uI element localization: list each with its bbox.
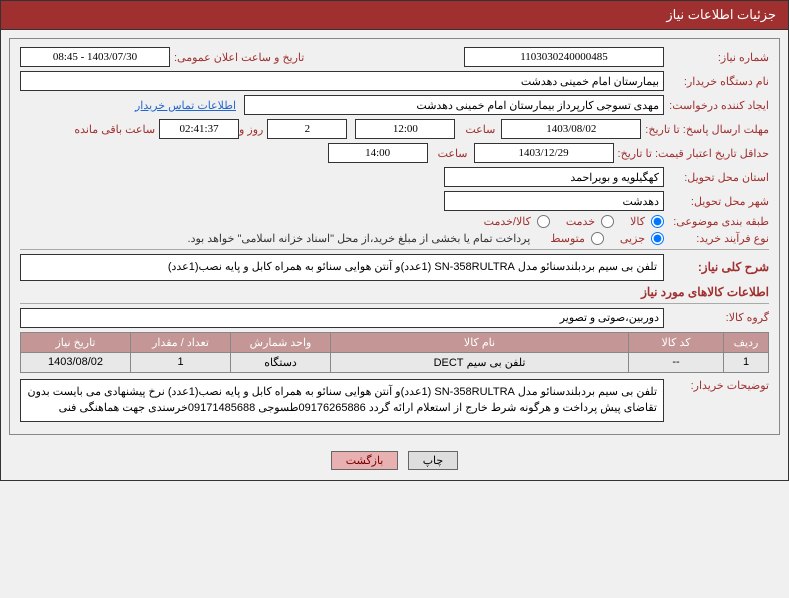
- td-unit: دستگاه: [231, 352, 331, 372]
- details-fieldset: شماره نیاز: تاریخ و ساعت اعلان عمومی: نا…: [9, 38, 780, 435]
- td-name: تلفن بی سیم DECT: [331, 352, 629, 372]
- validity-date-input[interactable]: [474, 143, 614, 163]
- panel-title: جزئیات اطلاعات نیاز: [666, 7, 776, 22]
- city-label: شهر محل تحویل:: [664, 195, 769, 208]
- buyer-org-input[interactable]: [20, 71, 664, 91]
- panel-header: جزئیات اطلاعات نیاز: [0, 0, 789, 30]
- items-title: اطلاعات کالاهای مورد نیاز: [20, 285, 769, 299]
- time-label-1: ساعت: [461, 123, 495, 136]
- group-input[interactable]: [20, 308, 664, 328]
- th-row: ردیف: [724, 332, 769, 352]
- td-code: --: [629, 352, 724, 372]
- th-unit: واحد شمارش: [231, 332, 331, 352]
- requester-label: ایجاد کننده درخواست:: [664, 99, 769, 112]
- th-date: تاریخ نیاز: [21, 332, 131, 352]
- panel-body: AriaTender.net شماره نیاز: تاریخ و ساعت …: [0, 30, 789, 481]
- radio-small[interactable]: [651, 232, 664, 245]
- button-bar: چاپ بازگشت: [9, 443, 780, 472]
- need-number-input[interactable]: [464, 47, 664, 67]
- validity-label: حداقل تاریخ اعتبار قیمت: تا تاریخ:: [614, 147, 769, 160]
- radio-both[interactable]: [537, 215, 550, 228]
- radio-medium-label: متوسط: [550, 232, 585, 245]
- remaining-suffix: ساعت باقی مانده: [74, 123, 155, 136]
- radio-medium[interactable]: [591, 232, 604, 245]
- radio-goods[interactable]: [651, 215, 664, 228]
- need-number-label: شماره نیاز:: [664, 51, 769, 64]
- deadline-time-input[interactable]: [355, 119, 455, 139]
- back-button[interactable]: بازگشت: [331, 451, 399, 470]
- announce-input[interactable]: [20, 47, 170, 67]
- province-label: استان محل تحویل:: [664, 171, 769, 184]
- remaining-days-label: روز و: [239, 123, 263, 136]
- remaining-time-input: [159, 119, 239, 139]
- items-table: ردیف کد کالا نام کالا واحد شمارش تعداد /…: [20, 332, 769, 373]
- province-input[interactable]: [444, 167, 664, 187]
- table-row: 1--تلفن بی سیم DECTدستگاه11403/08/02: [21, 352, 769, 372]
- td-date: 1403/08/02: [21, 352, 131, 372]
- radio-both-label: کالا/خدمت: [484, 215, 531, 228]
- buyer-notes-label: توضیحات خریدار:: [664, 379, 769, 392]
- desc-value: تلفن بی سیم بردبلندسنائو مدل SN-358RULTR…: [20, 254, 664, 281]
- radio-service-label: خدمت: [566, 215, 595, 228]
- city-input[interactable]: [444, 191, 664, 211]
- print-button[interactable]: چاپ: [408, 451, 459, 470]
- process-radios: جزیی متوسط: [538, 232, 664, 245]
- td-qty: 1: [131, 352, 231, 372]
- td-row: 1: [724, 352, 769, 372]
- divider-1: [20, 249, 769, 250]
- buyer-org-label: نام دستگاه خریدار:: [664, 75, 769, 88]
- group-label: گروه کالا:: [664, 311, 769, 324]
- divider-2: [20, 303, 769, 304]
- radio-small-label: جزیی: [620, 232, 645, 245]
- table-header-row: ردیف کد کالا نام کالا واحد شمارش تعداد /…: [21, 332, 769, 352]
- process-note: پرداخت تمام یا بخشی از مبلغ خرید،از محل …: [188, 232, 531, 245]
- buyer-notes: تلفن بی سیم بردبلندسنائو مدل SN-358RULTR…: [20, 379, 664, 422]
- contact-link[interactable]: اطلاعات تماس خریدار: [135, 99, 236, 112]
- radio-goods-label: کالا: [630, 215, 645, 228]
- deadline-date-input[interactable]: [501, 119, 641, 139]
- th-qty: تعداد / مقدار: [131, 332, 231, 352]
- process-label: نوع فرآیند خرید:: [664, 232, 769, 245]
- th-code: کد کالا: [629, 332, 724, 352]
- requester-input[interactable]: [244, 95, 664, 115]
- desc-label: شرح کلی نیاز:: [664, 260, 769, 274]
- deadline-label: مهلت ارسال پاسخ: تا تاریخ:: [641, 123, 769, 136]
- category-radios: کالا خدمت کالا/خدمت: [472, 215, 664, 228]
- time-label-2: ساعت: [434, 147, 468, 160]
- category-label: طبقه بندی موضوعی:: [664, 215, 769, 228]
- remaining-days-input: [267, 119, 347, 139]
- announce-label: تاریخ و ساعت اعلان عمومی:: [170, 51, 304, 64]
- validity-time-input[interactable]: [328, 143, 428, 163]
- radio-service[interactable]: [601, 215, 614, 228]
- th-name: نام کالا: [331, 332, 629, 352]
